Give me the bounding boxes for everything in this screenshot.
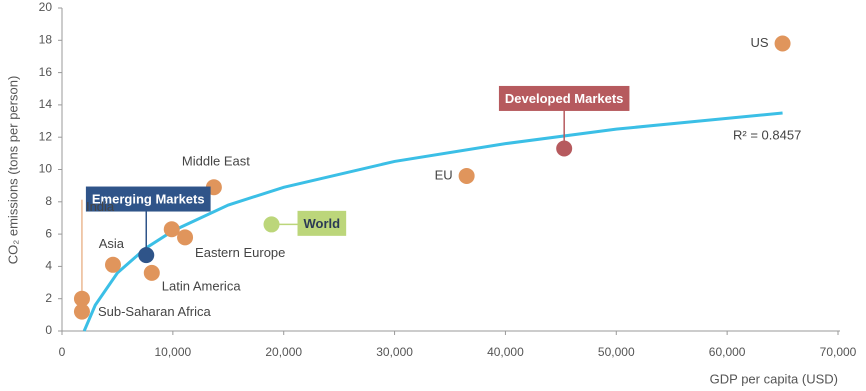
y-tick-label: 10 xyxy=(39,162,53,176)
point-label: Eastern Europe xyxy=(195,245,285,260)
point xyxy=(263,216,280,233)
x-tick-label: 50,000 xyxy=(598,345,635,359)
x-tick-label: 0 xyxy=(59,345,66,359)
y-axis-title: CO₂ emissions (tons per person) xyxy=(5,76,20,265)
callout-box xyxy=(85,186,211,212)
point xyxy=(138,247,155,264)
point xyxy=(774,35,791,52)
point-label: US xyxy=(751,35,769,50)
y-tick-label: 14 xyxy=(39,97,53,111)
x-tick-label: 70,000 xyxy=(820,345,857,359)
y-tick-label: 0 xyxy=(45,323,52,337)
y-tick-label: 16 xyxy=(39,65,53,79)
point-label: Asia xyxy=(99,236,125,251)
x-tick-label: 10,000 xyxy=(155,345,192,359)
y-tick-label: 2 xyxy=(45,291,52,305)
x-tick-label: 40,000 xyxy=(487,345,524,359)
point-label: EU xyxy=(435,167,453,182)
point xyxy=(143,264,160,281)
y-tick-label: 4 xyxy=(45,259,52,273)
point-label: Sub-Saharan Africa xyxy=(98,304,212,319)
callout-box xyxy=(297,210,347,236)
callout-label: Developed Markets xyxy=(505,91,624,106)
x-axis-title: GDP per capita (USD) xyxy=(710,371,838,386)
point xyxy=(163,221,180,238)
y-tick-label: 12 xyxy=(39,129,53,143)
point xyxy=(177,229,194,246)
x-tick-label: 60,000 xyxy=(709,345,746,359)
callout-box xyxy=(498,85,630,111)
y-tick-label: 6 xyxy=(45,226,52,240)
callout-label: World xyxy=(304,216,341,231)
point-label: India xyxy=(86,199,115,214)
point xyxy=(556,140,573,157)
x-tick-label: 20,000 xyxy=(265,345,302,359)
x-tick-label: 30,000 xyxy=(376,345,413,359)
point xyxy=(73,290,90,307)
point xyxy=(104,256,121,273)
trendline xyxy=(82,111,783,332)
point xyxy=(73,303,90,320)
y-tick-label: 20 xyxy=(39,0,53,14)
y-tick-label: 18 xyxy=(39,32,53,46)
point xyxy=(458,167,475,184)
point-label: Latin America xyxy=(162,278,242,293)
callout-label: Emerging Markets xyxy=(92,192,205,207)
point-label: Middle East xyxy=(182,154,250,169)
y-tick-label: 8 xyxy=(45,194,52,208)
trendline-label: R² = 0.8457 xyxy=(733,127,801,142)
